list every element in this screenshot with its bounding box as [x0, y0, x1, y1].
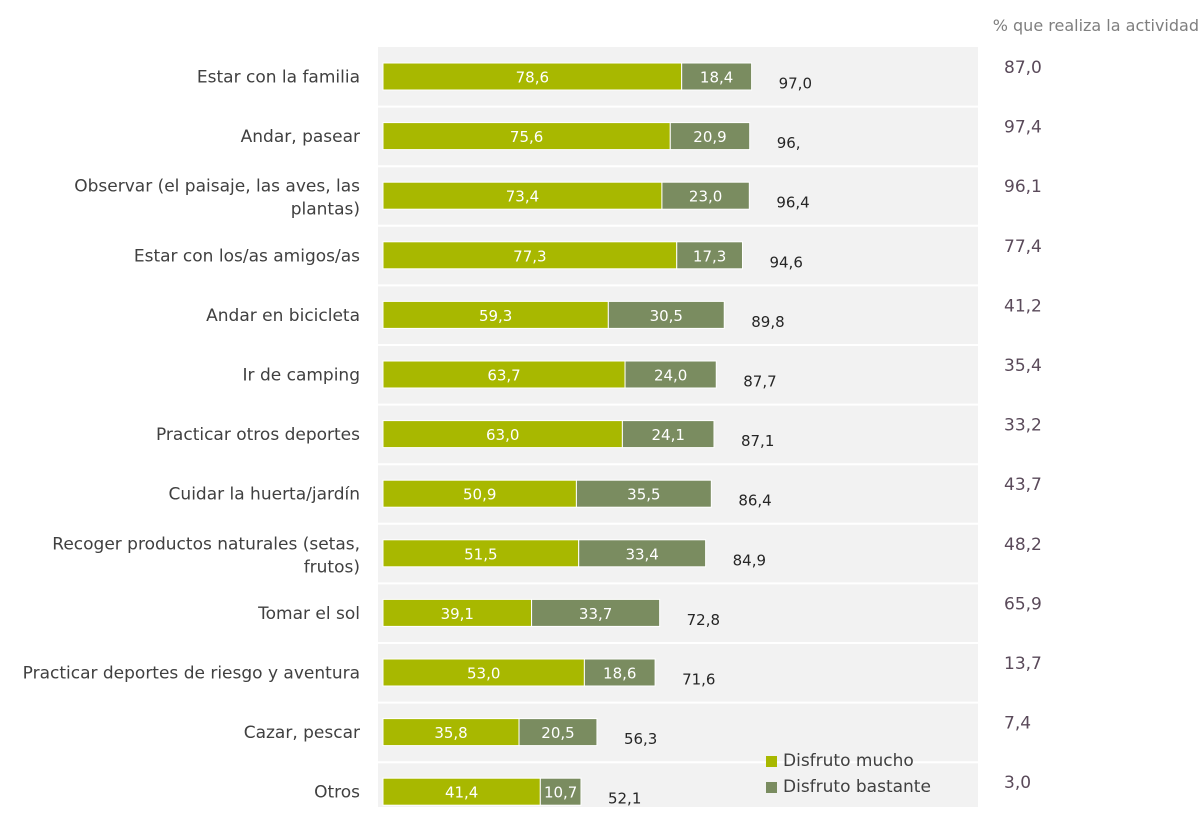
legend-item-mucho: Disfruto mucho — [766, 748, 931, 774]
data-label-mucho: 75,6 — [510, 128, 543, 146]
bar-mucho — [382, 718, 520, 747]
data-label-mucho: 35,8 — [434, 724, 467, 742]
bar-bastante — [607, 300, 725, 329]
bar-mucho — [382, 300, 609, 329]
category-label: Otros — [314, 783, 360, 803]
bar-bastante — [624, 360, 717, 389]
bar-bastante — [621, 420, 715, 449]
data-label-bastante: 20,9 — [693, 128, 726, 146]
data-label-bastante: 18,6 — [603, 665, 636, 683]
bar-bastante — [518, 718, 598, 747]
pct-realiza-label: 48,2 — [1004, 535, 1042, 555]
data-label-mucho: 77,3 — [513, 247, 546, 265]
data-label-mucho: 51,5 — [464, 545, 497, 563]
bar-mucho — [382, 539, 580, 568]
data-label-bastante: 18,4 — [700, 69, 733, 87]
data-label-bastante: 24,0 — [654, 367, 687, 385]
total-label: 96, — [777, 134, 801, 152]
data-label-mucho: 59,3 — [479, 307, 512, 325]
data-label-bastante: 35,5 — [627, 486, 660, 504]
chart-legend: Disfruto mucho Disfruto bastante — [766, 748, 931, 800]
bar-bastante — [661, 181, 750, 210]
bar-mucho — [382, 360, 626, 389]
total-label: 84,9 — [733, 551, 766, 569]
data-label-mucho: 39,1 — [441, 605, 474, 623]
pct-realiza-label: 77,4 — [1004, 237, 1042, 257]
category-label: Andar en bicicleta — [206, 306, 360, 326]
bar-bastante — [578, 539, 707, 568]
total-label: 94,6 — [769, 253, 802, 271]
bar-mucho — [382, 181, 663, 210]
data-label-bastante: 33,4 — [625, 545, 658, 563]
pct-realiza-label: 13,7 — [1004, 654, 1042, 674]
legend-swatch-mucho — [766, 755, 777, 767]
pct-realiza-label: 87,0 — [1004, 58, 1042, 78]
total-label: 97,0 — [779, 75, 812, 93]
header-note: % que realiza la actividad — [992, 16, 1199, 35]
total-label: 71,6 — [682, 671, 715, 689]
bar-bastante — [676, 241, 743, 270]
pct-realiza-label: 97,4 — [1004, 118, 1042, 138]
data-label-bastante: 24,1 — [651, 426, 684, 444]
bar-bastante — [539, 777, 582, 806]
category-label: Estar con la familia — [197, 68, 360, 88]
bar-bastante — [575, 479, 712, 508]
pct-realiza-label: 35,4 — [1004, 356, 1042, 376]
category-label: Ir de camping — [243, 366, 360, 386]
category-label: Andar, pasear — [241, 127, 360, 147]
total-label: 89,8 — [751, 313, 784, 331]
legend-label-bastante: Disfruto bastante — [783, 777, 931, 797]
data-label-mucho: 73,4 — [506, 188, 539, 206]
pct-realiza-label: 43,7 — [1004, 475, 1042, 495]
data-label-bastante: 33,7 — [579, 605, 612, 623]
category-label: Tomar el sol — [257, 604, 360, 624]
bar-mucho — [382, 777, 541, 806]
category-label: Cuidar la huerta/jardín — [169, 485, 360, 505]
category-label: Recoger productos naturales (setas, — [52, 534, 360, 554]
data-label-mucho: 63,0 — [486, 426, 519, 444]
total-label: 56,3 — [624, 730, 657, 748]
data-label-bastante: 23,0 — [689, 188, 722, 206]
category-label: Practicar otros deportes — [156, 425, 360, 445]
data-label-bastante: 17,3 — [693, 247, 726, 265]
category-label: Observar (el paisaje, las aves, las — [74, 177, 360, 197]
legend-label-mucho: Disfruto mucho — [783, 751, 914, 771]
data-label-mucho: 50,9 — [463, 486, 496, 504]
bar-mucho — [382, 241, 678, 270]
category-label: plantas) — [291, 200, 360, 220]
pct-realiza-label: 96,1 — [1004, 177, 1042, 197]
category-label: Cazar, pescar — [244, 723, 360, 743]
bar-bastante — [583, 658, 656, 687]
pct-realiza-label: 3,0 — [1004, 773, 1031, 793]
total-label: 86,4 — [738, 492, 771, 510]
category-label: Practicar deportes de riesgo y aventura — [23, 664, 360, 684]
category-label: frutos) — [304, 557, 360, 577]
data-label-mucho: 78,6 — [516, 69, 549, 87]
category-label: Estar con los/as amigos/as — [134, 246, 360, 266]
bar-bastante — [669, 122, 751, 151]
total-label: 87,7 — [743, 373, 776, 391]
bar-bastante — [531, 598, 661, 627]
total-label: 87,1 — [741, 432, 774, 450]
total-label: 72,8 — [687, 611, 720, 629]
bar-bastante — [681, 62, 753, 91]
pct-realiza-label: 33,2 — [1004, 416, 1042, 436]
data-label-mucho: 53,0 — [467, 665, 500, 683]
data-label-bastante: 10,7 — [544, 784, 577, 802]
data-label-bastante: 20,5 — [541, 724, 574, 742]
total-label: 96,4 — [776, 194, 809, 212]
bar-mucho — [382, 479, 577, 508]
pct-realiza-label: 41,2 — [1004, 296, 1042, 316]
bar-mucho — [382, 658, 585, 687]
data-label-bastante: 30,5 — [650, 307, 683, 325]
pct-realiza-label: 7,4 — [1004, 714, 1031, 734]
data-label-mucho: 41,4 — [445, 784, 478, 802]
legend-swatch-bastante — [766, 781, 777, 793]
bar-mucho — [382, 420, 623, 449]
data-label-mucho: 63,7 — [487, 367, 520, 385]
total-label: 52,1 — [608, 790, 641, 808]
legend-item-bastante: Disfruto bastante — [766, 774, 931, 800]
pct-realiza-label: 65,9 — [1004, 594, 1042, 614]
